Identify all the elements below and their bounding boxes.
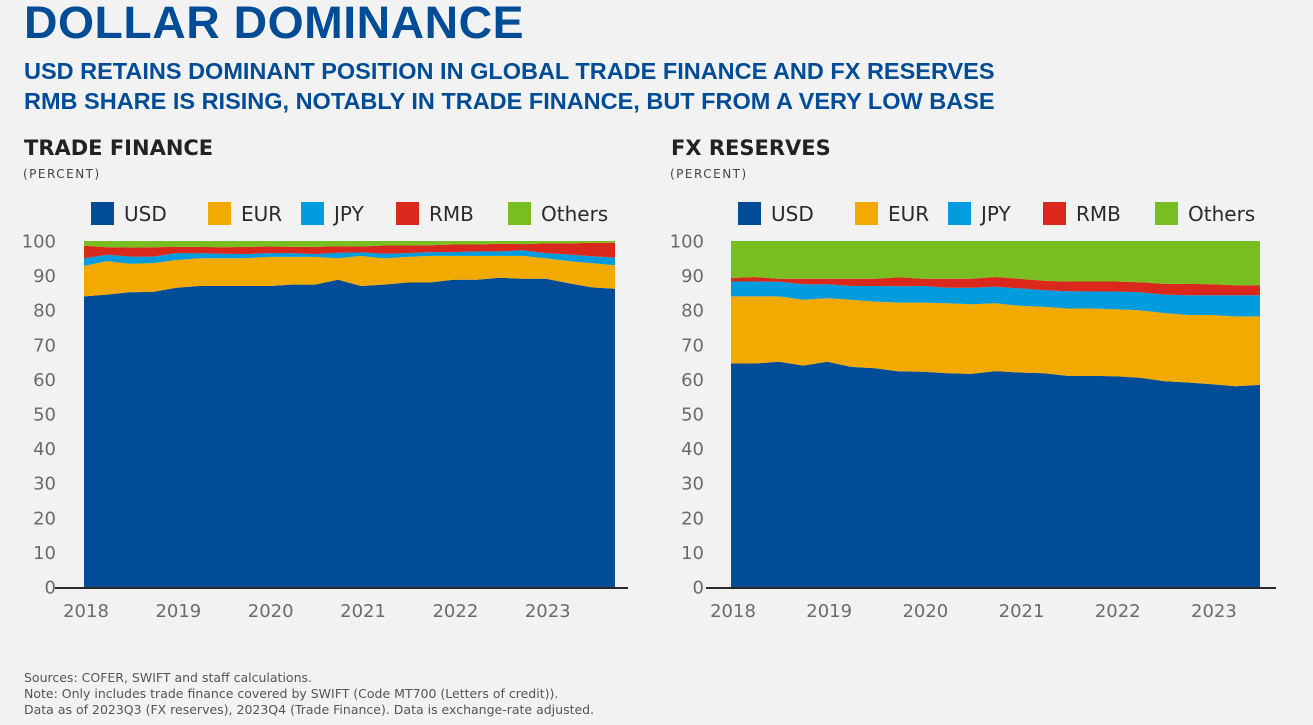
area-eur bbox=[731, 296, 1260, 387]
legend: USD EUR JPY RMB Others bbox=[91, 202, 608, 226]
x-tick-label: 2018 bbox=[710, 601, 756, 622]
area-rmb bbox=[731, 277, 1260, 296]
legend-swatch-rmb bbox=[1043, 202, 1066, 225]
legend-swatch-eur bbox=[208, 202, 231, 225]
legend-swatch-jpy bbox=[948, 202, 971, 225]
legend-label-usd: USD bbox=[124, 202, 167, 226]
subtitle-line-2: RMB SHARE IS RISING, NOTABLY IN TRADE FI… bbox=[24, 88, 995, 114]
x-tick-label: 2023 bbox=[525, 601, 571, 622]
legend-item-rmb: RMB bbox=[1043, 202, 1121, 226]
y-tick-label: 100 bbox=[22, 232, 56, 253]
x-axis: 2018 2019 2020 2021 2022 2023 bbox=[710, 601, 1237, 622]
footer-notes: Sources: COFER, SWIFT and staff calculat… bbox=[24, 670, 594, 718]
legend-item-jpy: JPY bbox=[301, 202, 365, 226]
x-tick-label: 2019 bbox=[806, 601, 852, 622]
y-tick-label: 20 bbox=[33, 508, 56, 529]
footer-note: Note: Only includes trade finance covere… bbox=[24, 686, 559, 701]
area-jpy bbox=[731, 281, 1260, 317]
subtitle-line-1: USD RETAINS DOMINANT POSITION IN GLOBAL … bbox=[24, 58, 995, 84]
y-tick-label: 60 bbox=[681, 370, 704, 391]
y-tick-label: 10 bbox=[681, 543, 704, 564]
chart-title-fx-reserves: FX RESERVES bbox=[671, 136, 831, 160]
y-tick-label: 80 bbox=[33, 301, 56, 322]
legend-swatch-usd bbox=[738, 202, 761, 225]
x-tick-label: 2022 bbox=[432, 601, 478, 622]
y-tick-label: 0 bbox=[45, 578, 56, 599]
y-tick-label: 70 bbox=[681, 335, 704, 356]
x-axis: 2018 2019 2020 2021 2022 2023 bbox=[63, 601, 571, 622]
legend-swatch-jpy bbox=[301, 202, 324, 225]
footer-sources: Sources: COFER, SWIFT and staff calculat… bbox=[24, 670, 312, 685]
area-others bbox=[84, 241, 615, 248]
footer-data-as-of: Data as of 2023Q3 (FX reserves), 2023Q4 … bbox=[24, 702, 595, 717]
x-tick-label: 2023 bbox=[1191, 601, 1237, 622]
x-tick-label: 2021 bbox=[340, 601, 386, 622]
y-tick-label: 50 bbox=[681, 405, 704, 426]
legend-item-others: Others bbox=[508, 202, 608, 226]
legend-item-jpy: JPY bbox=[948, 202, 1012, 226]
area-jpy bbox=[84, 250, 615, 266]
legend-label-jpy: JPY bbox=[332, 202, 365, 226]
y-tick-label: 30 bbox=[33, 474, 56, 495]
area-rmb bbox=[84, 242, 615, 259]
legend-label-rmb: RMB bbox=[429, 202, 474, 226]
legend-item-usd: USD bbox=[91, 202, 167, 226]
legend-swatch-rmb bbox=[396, 202, 419, 225]
legend-swatch-others bbox=[1155, 202, 1178, 225]
y-tick-label: 0 bbox=[693, 578, 704, 599]
legend-label-jpy: JPY bbox=[979, 202, 1012, 226]
legend-label-eur: EUR bbox=[241, 202, 282, 226]
stacked-areas bbox=[84, 241, 615, 587]
legend-label-others: Others bbox=[541, 202, 608, 226]
area-usd bbox=[84, 277, 615, 587]
area-usd bbox=[731, 361, 1260, 587]
x-tick-label: 2019 bbox=[155, 601, 201, 622]
y-tick-label: 70 bbox=[33, 335, 56, 356]
legend-item-usd: USD bbox=[738, 202, 814, 226]
y-tick-label: 100 bbox=[670, 232, 704, 253]
fx-reserves-chart: USD EUR JPY RMB Others 0 10 20 30 40 50 60 70 80 90 100… bbox=[670, 202, 1276, 622]
legend-swatch-others bbox=[508, 202, 531, 225]
legend-item-eur: EUR bbox=[208, 202, 282, 226]
y-tick-label: 90 bbox=[681, 266, 704, 287]
x-tick-label: 2022 bbox=[1095, 601, 1141, 622]
y-axis: 0 10 20 30 40 50 60 70 80 90 100 bbox=[670, 232, 704, 599]
x-tick-label: 2021 bbox=[999, 601, 1045, 622]
legend-label-usd: USD bbox=[771, 202, 814, 226]
legend-label-others: Others bbox=[1188, 202, 1255, 226]
y-tick-label: 60 bbox=[33, 370, 56, 391]
x-tick-label: 2018 bbox=[63, 601, 109, 622]
y-tick-label: 10 bbox=[33, 543, 56, 564]
stacked-areas bbox=[731, 241, 1260, 587]
y-tick-label: 30 bbox=[681, 474, 704, 495]
legend-swatch-usd bbox=[91, 202, 114, 225]
chart-unit-trade-finance: (PERCENT) bbox=[23, 167, 101, 181]
area-eur bbox=[84, 255, 615, 297]
y-tick-label: 50 bbox=[33, 405, 56, 426]
page-title: DOLLAR DOMINANCE bbox=[24, 0, 525, 48]
legend-swatch-eur bbox=[855, 202, 878, 225]
legend-label-eur: EUR bbox=[888, 202, 929, 226]
legend: USD EUR JPY RMB Others bbox=[738, 202, 1255, 226]
chart-unit-fx-reserves: (PERCENT) bbox=[670, 167, 748, 181]
y-tick-label: 20 bbox=[681, 508, 704, 529]
y-tick-label: 40 bbox=[33, 439, 56, 460]
chart-title-trade-finance: TRADE FINANCE bbox=[24, 136, 214, 160]
legend-item-eur: EUR bbox=[855, 202, 929, 226]
y-tick-label: 80 bbox=[681, 301, 704, 322]
trade-finance-chart: USD EUR JPY RMB Others 0 10 20 30 40 50 60 70 80 90 100… bbox=[22, 202, 628, 622]
x-tick-label: 2020 bbox=[902, 601, 948, 622]
legend-item-rmb: RMB bbox=[396, 202, 474, 226]
legend-item-others: Others bbox=[1155, 202, 1255, 226]
legend-label-rmb: RMB bbox=[1076, 202, 1121, 226]
y-axis: 0 10 20 30 40 50 60 70 80 90 100 bbox=[22, 232, 56, 599]
y-tick-label: 40 bbox=[681, 439, 704, 460]
area-others bbox=[731, 241, 1260, 286]
x-tick-label: 2020 bbox=[248, 601, 294, 622]
y-tick-label: 90 bbox=[33, 266, 56, 287]
